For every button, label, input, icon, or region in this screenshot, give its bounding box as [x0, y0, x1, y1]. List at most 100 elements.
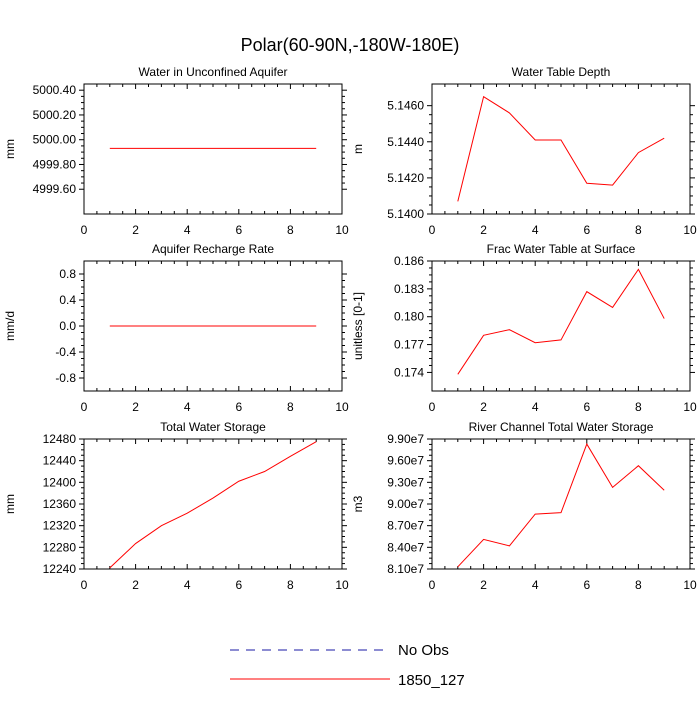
y-axis-label: m — [351, 144, 365, 154]
y-tick-label: 5.1440 — [387, 135, 424, 149]
y-tick-label: 0.177 — [394, 338, 424, 352]
y-tick-label: 0.180 — [394, 310, 424, 324]
y-tick-label: 4999.60 — [33, 182, 77, 196]
x-tick-label: 8 — [635, 223, 642, 237]
panel-title: Water in Unconfined Aquifer — [139, 65, 288, 79]
x-tick-label: 4 — [184, 400, 191, 414]
x-tick-label: 4 — [532, 578, 539, 592]
x-tick-label: 0 — [81, 400, 88, 414]
panel-2: Water Table Depth m 0 2 4 6 8 10 5.1400 5.1420 5.1… — [351, 65, 697, 237]
x-tick-label: 4 — [184, 578, 191, 592]
y-tick-label: 12240 — [43, 562, 77, 576]
x-tick-label: 10 — [335, 223, 349, 237]
x-tick-label: 10 — [683, 400, 697, 414]
x-tick-label: 0 — [429, 223, 436, 237]
y-tick-label: 0.174 — [394, 365, 424, 379]
y-tick-label: 5000.00 — [33, 133, 77, 147]
x-tick-label: 2 — [132, 400, 139, 414]
panel-title: Aquifer Recharge Rate — [152, 242, 274, 256]
x-tick-label: 2 — [480, 400, 487, 414]
x-tick-label: 0 — [429, 578, 436, 592]
x-tick-label: 2 — [132, 578, 139, 592]
x-tick-label: 8 — [287, 223, 294, 237]
x-tick-label: 10 — [335, 400, 349, 414]
y-axis-label: mm — [3, 494, 17, 514]
x-tick-label: 0 — [81, 578, 88, 592]
x-tick-label: 10 — [683, 578, 697, 592]
plot-frame — [84, 84, 342, 214]
panel-title: Frac Water Table at Surface — [487, 242, 636, 256]
y-tick-label: 12320 — [43, 519, 77, 533]
y-tick-label: 4999.80 — [33, 157, 77, 171]
legend: No Obs 1850_127 — [230, 642, 465, 689]
panel-3: Aquifer Recharge Rate mm/d 0 2 4 6 8 10 -0.8 -0.4… — [3, 242, 349, 414]
x-tick-label: 10 — [335, 578, 349, 592]
y-tick-label: 0.186 — [394, 254, 424, 268]
y-axis-label: unitless [0-1] — [351, 292, 365, 360]
y-tick-label: 12440 — [43, 454, 77, 468]
x-tick-label: 0 — [81, 223, 88, 237]
y-axis-label: m3 — [351, 495, 365, 512]
x-tick-label: 8 — [635, 400, 642, 414]
panel-4: Frac Water Table at Surface unitless [0-1… — [351, 242, 697, 414]
x-tick-label: 2 — [132, 223, 139, 237]
x-tick-label: 0 — [429, 400, 436, 414]
x-tick-label: 2 — [480, 578, 487, 592]
y-tick-label: 12280 — [43, 540, 77, 554]
y-tick-label: 5.1400 — [387, 207, 424, 221]
y-tick-label: 0.8 — [59, 267, 76, 281]
y-tick-label: -0.4 — [55, 345, 76, 359]
x-tick-label: 4 — [532, 223, 539, 237]
panel-5: Total Water Storage mm 0 2 4 6 8 10 12240 12280 12… — [3, 420, 349, 592]
x-tick-label: 10 — [683, 223, 697, 237]
y-tick-label: 12360 — [43, 497, 77, 511]
panels: Water in Unconfined Aquifer mm 0 2 4 6 8 10 4999… — [3, 65, 697, 592]
x-tick-label: 8 — [287, 578, 294, 592]
y-tick-label: 9.00e7 — [387, 497, 424, 511]
x-tick-label: 8 — [287, 400, 294, 414]
y-tick-label: -0.8 — [55, 371, 76, 385]
x-tick-label: 8 — [635, 578, 642, 592]
y-axis-label: mm — [3, 139, 17, 159]
panel-title: River Channel Total Water Storage — [469, 420, 654, 434]
legend-no-obs-label: No Obs — [398, 642, 449, 659]
x-tick-label: 2 — [480, 223, 487, 237]
y-tick-label: 5.1460 — [387, 99, 424, 113]
y-tick-label: 0.4 — [59, 293, 76, 307]
y-tick-label: 12480 — [43, 432, 77, 446]
legend-1850-127-label: 1850_127 — [398, 672, 465, 689]
figure-title: Polar(60-90N,-180W-180E) — [241, 35, 460, 55]
panel-title: Water Table Depth — [512, 65, 611, 79]
plot-frame — [84, 439, 342, 569]
x-tick-label: 4 — [532, 400, 539, 414]
x-tick-label: 6 — [235, 223, 242, 237]
series-line-1850-127 — [458, 444, 664, 567]
y-tick-label: 8.10e7 — [387, 562, 424, 576]
series-line-1850-127 — [110, 442, 316, 568]
x-tick-label: 6 — [583, 400, 590, 414]
y-tick-label: 0.0 — [59, 319, 76, 333]
y-tick-label: 9.30e7 — [387, 475, 424, 489]
y-tick-label: 0.183 — [394, 282, 424, 296]
x-tick-label: 6 — [235, 578, 242, 592]
y-tick-label: 5000.40 — [33, 83, 77, 97]
panel-1: Water in Unconfined Aquifer mm 0 2 4 6 8 10 4999… — [3, 65, 349, 237]
series-line-1850-127 — [458, 269, 664, 374]
plot-frame — [432, 261, 690, 391]
x-tick-label: 6 — [583, 578, 590, 592]
x-tick-label: 6 — [583, 223, 590, 237]
x-tick-label: 4 — [184, 223, 191, 237]
plot-frame — [432, 439, 690, 569]
y-tick-label: 5000.20 — [33, 108, 77, 122]
y-tick-label: 12400 — [43, 475, 77, 489]
x-tick-label: 6 — [235, 400, 242, 414]
y-tick-label: 8.70e7 — [387, 519, 424, 533]
y-tick-label: 5.1420 — [387, 171, 424, 185]
y-tick-label: 9.60e7 — [387, 454, 424, 468]
panel-title: Total Water Storage — [160, 420, 266, 434]
y-axis-label: mm/d — [3, 311, 17, 341]
series-line-1850-127 — [458, 97, 664, 202]
y-tick-label: 8.40e7 — [387, 540, 424, 554]
